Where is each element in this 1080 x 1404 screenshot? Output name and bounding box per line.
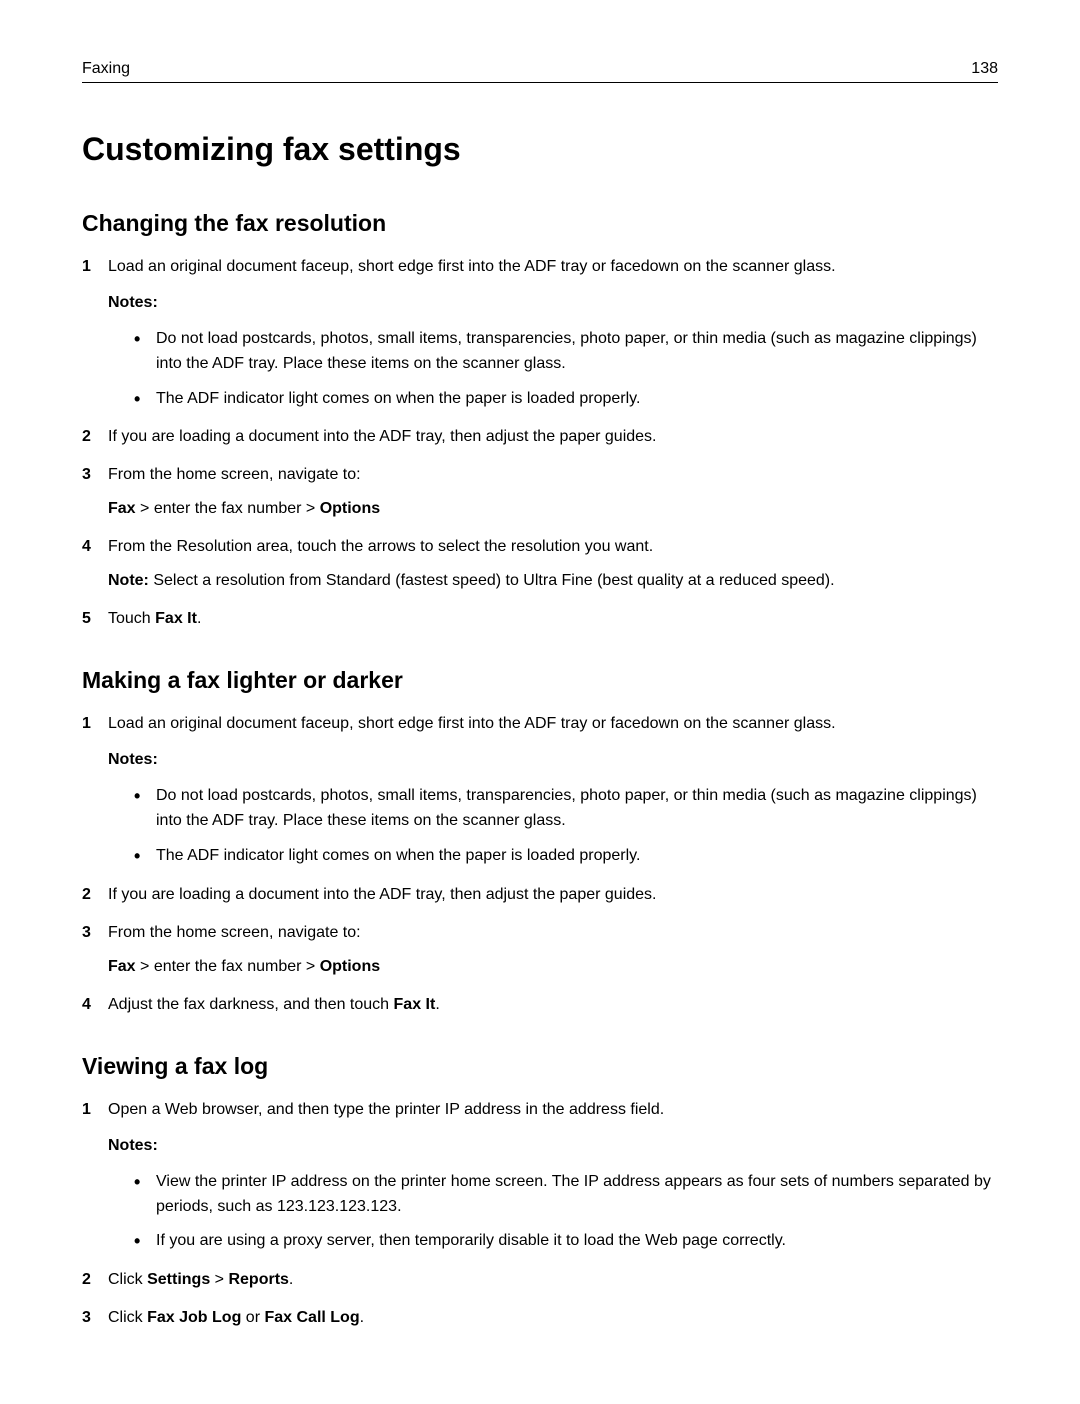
notes-bullets: Do not load postcards, photos, small ite… <box>108 784 998 868</box>
bullet-item: If you are using a proxy server, then te… <box>134 1229 998 1254</box>
step-post: . <box>435 996 439 1013</box>
bullet-item: The ADF indicator light comes on when th… <box>134 844 998 869</box>
step-bold: Settings <box>147 1271 210 1288</box>
nav-bold: Options <box>320 958 380 975</box>
steps-list: Load an original document faceup, short … <box>82 712 998 1016</box>
step-post: . <box>360 1309 364 1326</box>
step-item: Adjust the fax darkness, and then touch … <box>82 993 998 1017</box>
steps-list: Load an original document faceup, short … <box>82 255 998 631</box>
page-header: Faxing 138 <box>82 60 998 83</box>
step-text: Open a Web browser, and then type the pr… <box>108 1101 664 1118</box>
step-item: Click Settings > Reports. <box>82 1268 998 1292</box>
step-text: From the home screen, navigate to: <box>108 924 361 941</box>
section-heading: Viewing a fax log <box>82 1053 998 1080</box>
nav-bold: Fax <box>108 958 136 975</box>
step-item: From the home screen, navigate to: Fax >… <box>82 921 998 979</box>
step-bold: Fax It <box>394 996 436 1013</box>
nav-bold: Options <box>320 500 380 517</box>
step-bold: Fax It <box>155 610 197 627</box>
step-sep: > <box>210 1271 228 1288</box>
step-bold: Fax Job Log <box>147 1309 241 1326</box>
step-pre: Adjust the fax darkness, and then touch <box>108 996 394 1013</box>
step-bold: Fax Call Log <box>264 1309 359 1326</box>
bullet-item: Do not load postcards, photos, small ite… <box>134 327 998 377</box>
note-line: Note: Select a resolution from Standard … <box>108 569 998 593</box>
step-or: or <box>241 1309 264 1326</box>
notes-bullets: View the printer IP address on the print… <box>108 1170 998 1254</box>
step-item: From the home screen, navigate to: Fax >… <box>82 463 998 521</box>
notes-label: Notes: <box>108 748 998 772</box>
note-label: Note: <box>108 572 149 589</box>
step-item: Click Fax Job Log or Fax Call Log. <box>82 1306 998 1330</box>
nav-mid: > enter the fax number > <box>136 500 320 517</box>
header-left: Faxing <box>82 60 130 78</box>
step-item: If you are loading a document into the A… <box>82 425 998 449</box>
step-item: Open a Web browser, and then type the pr… <box>82 1098 998 1254</box>
step-item: Load an original document faceup, short … <box>82 255 998 411</box>
section-heading: Making a fax lighter or darker <box>82 667 998 694</box>
note-text: Select a resolution from Standard (faste… <box>149 572 835 589</box>
step-pre: Click <box>108 1271 147 1288</box>
notes-label: Notes: <box>108 1134 998 1158</box>
step-pre: Click <box>108 1309 147 1326</box>
bullet-item: View the printer IP address on the print… <box>134 1170 998 1220</box>
step-post: . <box>197 610 201 627</box>
notes-bullets: Do not load postcards, photos, small ite… <box>108 327 998 411</box>
nav-mid: > enter the fax number > <box>136 958 320 975</box>
step-item: Load an original document faceup, short … <box>82 712 998 868</box>
step-item: If you are loading a document into the A… <box>82 883 998 907</box>
bullet-item: The ADF indicator light comes on when th… <box>134 387 998 412</box>
nav-bold: Fax <box>108 500 136 517</box>
page-title: Customizing fax settings <box>82 131 998 168</box>
header-page-number: 138 <box>971 60 998 78</box>
step-bold: Reports <box>228 1271 288 1288</box>
notes-label: Notes: <box>108 291 998 315</box>
step-post: . <box>289 1271 293 1288</box>
nav-path: Fax > enter the fax number > Options <box>108 955 998 979</box>
step-text: From the home screen, navigate to: <box>108 466 361 483</box>
bullet-item: Do not load postcards, photos, small ite… <box>134 784 998 834</box>
step-text: Load an original document faceup, short … <box>108 715 836 732</box>
step-text: Load an original document faceup, short … <box>108 258 836 275</box>
step-pre: Touch <box>108 610 155 627</box>
nav-path: Fax > enter the fax number > Options <box>108 497 998 521</box>
steps-list: Open a Web browser, and then type the pr… <box>82 1098 998 1330</box>
step-item: Touch Fax It. <box>82 607 998 631</box>
step-item: From the Resolution area, touch the arro… <box>82 535 998 593</box>
section-heading: Changing the fax resolution <box>82 210 998 237</box>
page: Faxing 138 Customizing fax settings Chan… <box>0 0 1080 1404</box>
step-text: From the Resolution area, touch the arro… <box>108 538 653 555</box>
